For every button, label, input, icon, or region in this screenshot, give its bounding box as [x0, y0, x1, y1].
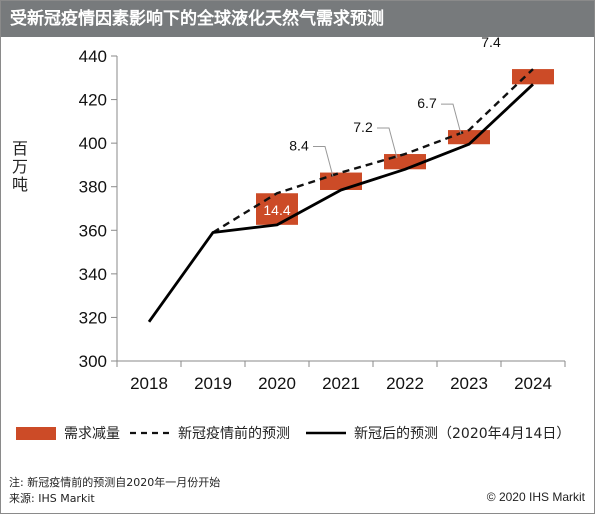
demand-reduction-bar: [384, 154, 426, 170]
y-axis-label: 百万吨: [11, 139, 28, 194]
pre-covid-forecast-line: [212, 68, 534, 234]
y-tick-label: 320: [79, 308, 107, 327]
y-tick-label: 340: [79, 265, 107, 284]
legend-item-pre-covid: 新冠疫情前的预测: [130, 422, 290, 444]
x-tick-label: 2023: [450, 374, 488, 393]
source-note: 来源: IHS Markit: [9, 492, 95, 505]
legend-item-post-covid: 新冠后的预测（2020年4月14日）: [306, 422, 570, 444]
legend-label: 需求减量: [64, 426, 120, 442]
y-tick-label: 380: [79, 178, 107, 197]
label-leader-line: [377, 127, 398, 159]
chart-title: 受新冠疫情因素影响下的全球液化天然气需求预测: [10, 9, 384, 29]
x-tick-label: 2021: [322, 374, 360, 393]
y-tick-label: 440: [79, 47, 107, 66]
legend-swatch-solid: [306, 431, 346, 435]
legend-swatch-dashed: [130, 431, 170, 435]
y-tick-label: 360: [79, 221, 107, 240]
legend-swatch-bar: [16, 426, 56, 440]
y-tick-label: 420: [79, 91, 107, 110]
x-tick-label: 2018: [130, 374, 168, 393]
demand-reduction-bar: [320, 172, 362, 190]
line-chart: 300 320 340 360 380 400 420 440 2018 2019 2020 2021…: [79, 36, 566, 393]
x-tick-label: 2022: [386, 374, 424, 393]
forecast-lines: [147, 68, 534, 323]
x-tick-label: 2019: [194, 374, 232, 393]
x-tick-label: 2024: [514, 374, 552, 393]
data-labels: 14.4 8.4 7.2 6.7 7.4: [263, 36, 501, 218]
data-label: 8.4: [289, 138, 309, 154]
label-leader-line: [313, 146, 334, 177]
y-tick-label: 300: [79, 352, 107, 371]
data-label: 6.7: [417, 95, 437, 111]
data-label: 14.4: [263, 202, 290, 218]
data-label: 7.4: [481, 36, 501, 50]
chart-axes: 300 320 340 360 380 400 420 440 2018 2019 2020 2021…: [79, 47, 566, 393]
x-tick-label: 2020: [258, 374, 296, 393]
copyright: © 2020 IHS Markit: [486, 490, 585, 504]
legend-label: 新冠疫情前的预测: [178, 426, 290, 442]
y-tick-label: 400: [79, 134, 107, 153]
legend-label: 新冠后的预测（2020年4月14日）: [354, 426, 571, 442]
legend-item-demand-reduction: 需求减量: [16, 422, 120, 444]
demand-reduction-bar: [256, 193, 298, 225]
demand-reduction-bar: [512, 69, 554, 85]
label-leader-line: [441, 103, 462, 135]
footnote: 注: 新冠疫情前的预测自2020年一月份开始: [9, 476, 221, 489]
post-covid-forecast-line: [147, 83, 534, 323]
title-bar: 受新冠疫情因素影响下的全球液化天然气需求预测: [1, 1, 594, 37]
data-label: 7.2: [353, 119, 373, 135]
legend: 需求减量 新冠疫情前的预测 新冠后的预测（2020年4月14日）: [0, 422, 595, 444]
